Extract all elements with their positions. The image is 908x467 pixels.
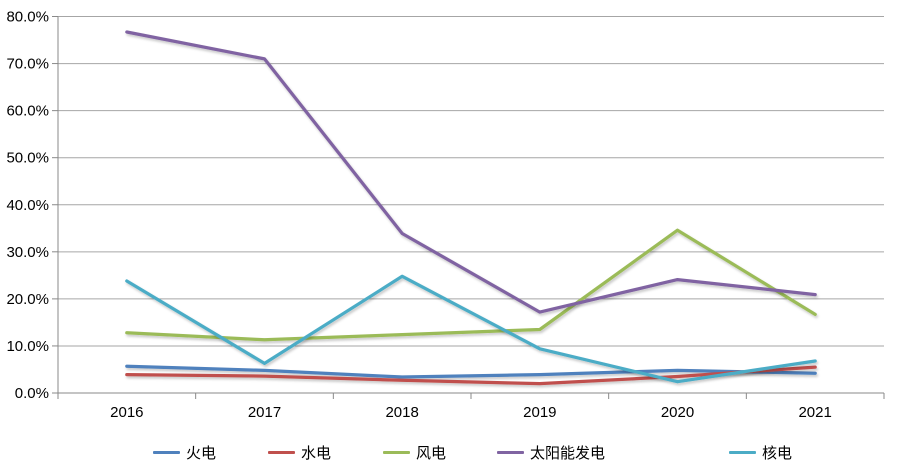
series-line-0 <box>125 364 817 379</box>
legend-label: 火电 <box>186 444 217 462</box>
legend-line-swatch <box>383 450 410 454</box>
legend-item-4: 核电 <box>729 441 792 463</box>
series-line-4 <box>125 274 817 384</box>
series-lines <box>125 30 817 386</box>
legend-label: 水电 <box>301 444 332 462</box>
y-axis-tick-label: 50.0% <box>6 150 49 167</box>
y-axis-tick-label: 20.0% <box>6 291 49 308</box>
x-axis-labels: 2016 2017 2018 2019 2020 2021 <box>110 404 832 421</box>
gridlines <box>58 16 884 347</box>
x-axis-tick-label: 2016 <box>110 404 143 421</box>
legend-item-0: 火电 <box>153 441 216 463</box>
x-axis-tick-label: 2017 <box>248 404 281 421</box>
legend-item-3: 太阳能发电 <box>497 441 605 463</box>
x-axis-tick-label: 2019 <box>523 404 556 421</box>
y-axis-tick-label: 0.0% <box>15 385 49 402</box>
y-axis-tick-label: 60.0% <box>6 103 49 120</box>
series-line-2 <box>125 228 817 342</box>
series-line-3 <box>125 30 817 314</box>
y-axis-tick-label: 30.0% <box>6 244 49 261</box>
legend-line-swatch <box>153 450 180 454</box>
y-axis-tick-label: 70.0% <box>6 56 49 73</box>
legend-item-1: 水电 <box>268 441 331 463</box>
axes <box>52 16 885 399</box>
legend-line-swatch <box>729 450 756 454</box>
legend-line-swatch <box>268 450 295 454</box>
series-line-1 <box>125 365 817 386</box>
x-axis-tick-label: 2020 <box>661 404 694 421</box>
x-axis-tick-label: 2021 <box>798 404 831 421</box>
y-axis-tick-label: 10.0% <box>6 338 49 355</box>
y-axis-tick-label: 80.0% <box>6 9 49 26</box>
legend-label: 风电 <box>416 444 447 462</box>
legend-item-2: 风电 <box>383 441 446 463</box>
legend-line-swatch <box>497 450 524 454</box>
legend-label: 核电 <box>762 444 793 462</box>
x-axis-tick-label: 2018 <box>385 404 418 421</box>
legend: 火电 水电 风电 太阳能发电 核电 <box>0 438 908 464</box>
y-axis-tick-label: 40.0% <box>6 197 49 214</box>
legend-label: 太阳能发电 <box>530 444 606 462</box>
y-axis-labels: 0.0% 10.0% 20.0% 30.0% 40.0% 50.0% 60.0% 70.0% 8… <box>6 9 49 403</box>
